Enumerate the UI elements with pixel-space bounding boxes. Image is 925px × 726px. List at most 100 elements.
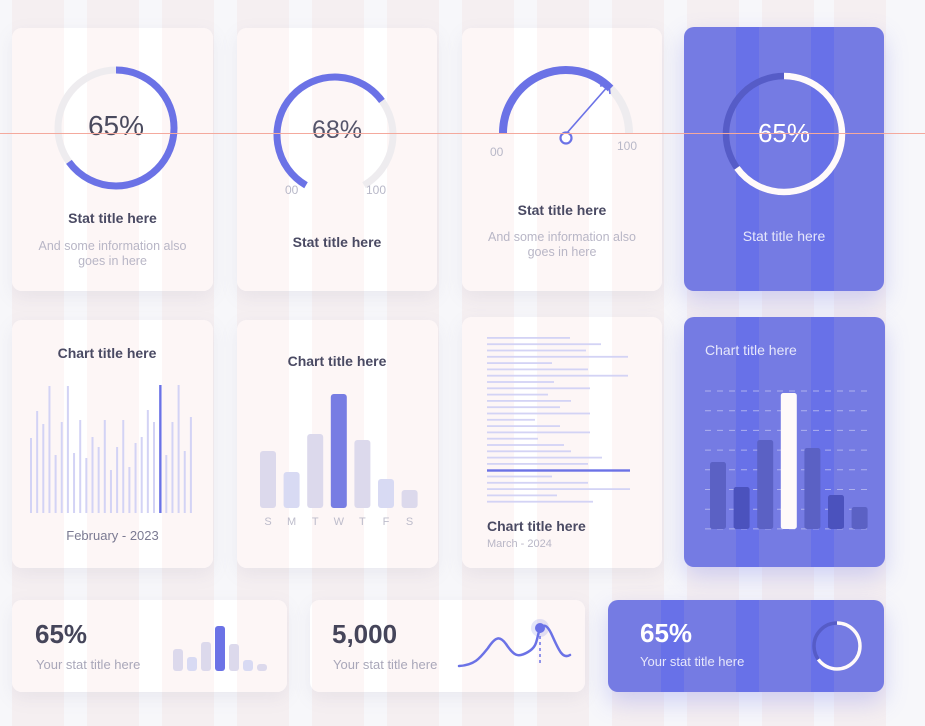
bar: [103, 420, 106, 513]
gauge-value: 68%: [311, 116, 363, 144]
bar: [146, 410, 149, 513]
bar: [42, 424, 45, 513]
bar: [66, 386, 69, 513]
chart-card-bars-highlight[interactable]: Chart title here: [684, 317, 885, 567]
stat-card-donut-highlight[interactable]: 65% Stat title here: [684, 27, 884, 291]
bar: [487, 412, 590, 415]
mini-bar-chart: [173, 626, 267, 671]
bar: [183, 451, 186, 513]
bar: [165, 455, 168, 513]
bar: [187, 657, 197, 671]
bar: [330, 394, 347, 508]
bar: [85, 458, 88, 513]
bar: [487, 381, 554, 383]
bar: [487, 368, 588, 371]
bar: [710, 462, 726, 529]
bar: [487, 444, 564, 446]
bar: [243, 660, 253, 671]
sparkline-chart: [457, 619, 572, 668]
stat-info-line-2: goes in here: [527, 245, 597, 259]
bar: [140, 437, 143, 513]
gauge-max-label: 100: [366, 183, 387, 197]
day-label: S: [405, 516, 414, 528]
bar: [487, 393, 548, 396]
stat-info-line-2: goes in here: [78, 254, 147, 268]
bar: [307, 434, 324, 508]
stat-title: Stat title here: [517, 202, 607, 218]
stat-info-line-1: And some information also: [488, 230, 636, 244]
gauge-min-label: 00: [490, 145, 504, 159]
bar: [283, 472, 300, 508]
bar: [487, 355, 628, 358]
bar: [851, 507, 868, 529]
bar: [487, 431, 590, 434]
arc-gauge: [273, 73, 397, 189]
needle-pivot: [559, 131, 573, 145]
chart-card-horizontal-bars[interactable]: Chart title here March - 2024: [462, 317, 662, 568]
bar: [48, 386, 51, 513]
bar: [757, 440, 774, 529]
bar: [487, 343, 601, 346]
bar: [354, 440, 371, 508]
stat-title: Stat title here: [68, 210, 157, 226]
chart-subtitle-date: March - 2024: [487, 538, 552, 550]
bar: [79, 420, 82, 513]
bar: [260, 451, 276, 508]
bar: [128, 467, 131, 513]
bar: [487, 494, 557, 497]
stat-card-arc-gauge[interactable]: 68% 00 100 Stat title here: [237, 28, 437, 291]
bar: [780, 393, 797, 529]
bar: [487, 481, 588, 484]
bar: [487, 488, 630, 490]
bar: [487, 437, 538, 440]
bar: [171, 422, 174, 513]
stat-card-ring-highlight[interactable]: 65% Your stat title here: [608, 600, 884, 692]
day-label: T: [359, 516, 366, 528]
chart-title: Chart title here: [487, 518, 586, 534]
stat-card-speedometer[interactable]: 00 100 Stat title here And some informat…: [462, 28, 662, 291]
bar: [189, 417, 192, 513]
bar: [487, 387, 590, 390]
day-label: F: [382, 516, 390, 528]
bar: [97, 447, 100, 513]
bar: [487, 456, 602, 459]
bar: [30, 438, 32, 513]
bar: [116, 447, 119, 513]
bar: [257, 664, 267, 671]
bar: [109, 470, 112, 513]
ring-chart: [812, 621, 862, 671]
bar: [134, 443, 137, 513]
bar: [487, 337, 570, 339]
gauge-min-label: 00: [285, 183, 299, 197]
bar: [804, 448, 821, 529]
donut-value: 65%: [87, 110, 145, 141]
bar: [159, 385, 162, 513]
stat-card-mini-bars[interactable]: 65% Your stat title here: [12, 600, 287, 692]
bar: [487, 500, 593, 503]
stat-card-donut[interactable]: 65% Stat title here And some information…: [12, 28, 213, 291]
donut-chart: [722, 72, 846, 196]
bar: [229, 644, 239, 671]
bar: [487, 349, 586, 352]
gauge-max-label: 100: [617, 139, 638, 153]
bar: [54, 455, 57, 513]
bar: [173, 649, 183, 671]
bar: [828, 495, 844, 529]
chart-card-thin-bars[interactable]: Chart title here February - 2023: [12, 320, 213, 568]
bar: [378, 479, 394, 508]
bar: [487, 463, 588, 465]
bar: [215, 626, 225, 671]
bar: [487, 406, 560, 409]
day-label: M: [287, 516, 297, 528]
bar: [91, 437, 94, 513]
bar: [73, 453, 76, 513]
day-label: S: [264, 516, 272, 528]
bar: [487, 450, 571, 453]
bar: [487, 400, 571, 402]
stat-card-sparkline[interactable]: 5,000 Your stat title here: [310, 600, 585, 692]
bar: [487, 425, 560, 427]
bar: [60, 422, 63, 513]
bar: [487, 362, 552, 364]
bar: [177, 385, 180, 513]
